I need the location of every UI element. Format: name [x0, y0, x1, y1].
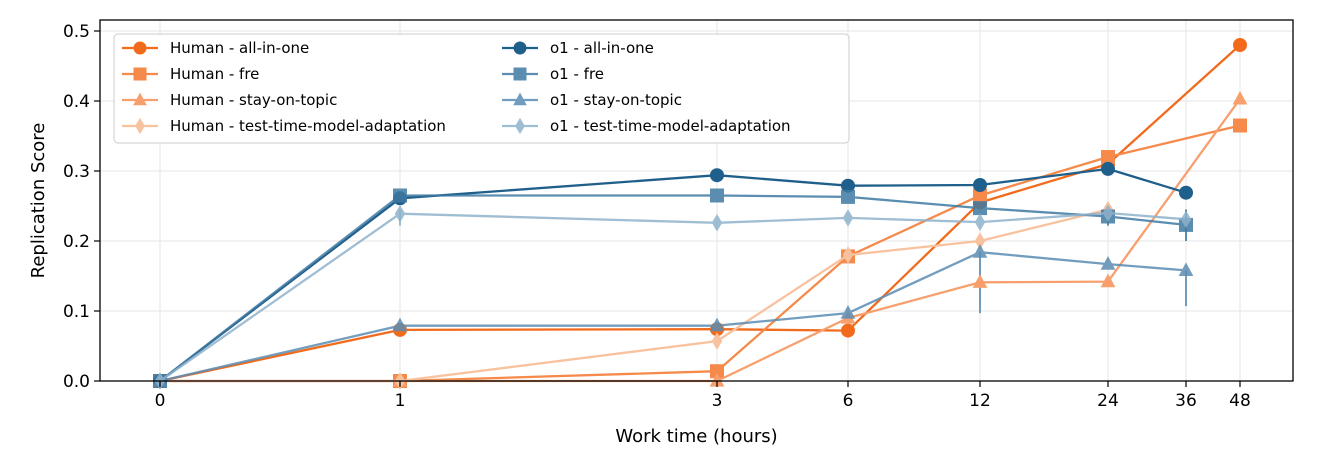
- x-tick-label: 0: [155, 391, 166, 411]
- legend-marker: [133, 67, 147, 81]
- data-point: [973, 178, 987, 192]
- legend-label: Human - stay-on-topic: [170, 91, 337, 109]
- data-point: [710, 188, 724, 203]
- series-6: [152, 244, 1194, 387]
- data-point: [1101, 161, 1115, 176]
- x-tick-label: 1: [395, 391, 406, 411]
- x-tick-label: 24: [1097, 391, 1119, 411]
- data-point: [1180, 210, 1192, 229]
- data-point: [1100, 273, 1116, 288]
- data-point: [1101, 150, 1115, 164]
- legend-marker: [513, 41, 527, 55]
- data-point: [711, 332, 723, 350]
- legend-marker: [513, 67, 527, 81]
- data-point: [710, 168, 724, 183]
- data-point: [842, 246, 854, 264]
- legend-label: o1 - fre: [550, 65, 604, 83]
- series-line: [159, 211, 1187, 382]
- plot-frame: [99, 19, 1294, 382]
- data-point: [709, 372, 725, 387]
- legend-label: o1 - stay-on-topic: [550, 91, 682, 109]
- ticks: 0 1 3 6 12 24 36 480.00.10.20.30.40.5: [63, 22, 1251, 411]
- data-point: [394, 204, 406, 223]
- x-tick-label: 12: [969, 391, 991, 411]
- legend-marker: [133, 92, 147, 106]
- legend-label: o1 - test-time-model-adaptation: [550, 117, 791, 135]
- series-3: [154, 200, 1114, 390]
- legend-entry: [502, 117, 538, 135]
- data-point: [973, 201, 987, 216]
- legend-label: Human - fre: [170, 65, 259, 83]
- data-point: [974, 232, 986, 250]
- y-tick-label: 0.3: [63, 162, 90, 182]
- legend: Human - all-in-one Human - fre Human - sta…: [113, 33, 850, 144]
- data-point: [709, 317, 725, 332]
- legend-entry: [502, 92, 538, 106]
- x-tick-label: 48: [1229, 391, 1251, 411]
- data-point: [974, 213, 986, 231]
- data-point: [842, 209, 854, 227]
- data-point: [1179, 185, 1193, 200]
- x-tick-label: 6: [843, 391, 854, 411]
- data-point: [1232, 90, 1248, 105]
- data-point: [1233, 38, 1247, 52]
- series-layer: [152, 38, 1248, 390]
- legend-entry: [122, 67, 158, 81]
- y-tick-label: 0.1: [63, 302, 90, 322]
- legend-entry: [122, 41, 158, 55]
- data-point: [392, 317, 408, 332]
- x-tick-label: 3: [712, 391, 723, 411]
- data-point: [972, 274, 988, 288]
- legend-marker: [135, 117, 145, 135]
- legend-label: o1 - all-in-one: [550, 39, 654, 57]
- legend-entry: [502, 67, 538, 81]
- x-axis-label: Work time (hours): [615, 426, 777, 447]
- y-tick-label: 0.5: [63, 22, 90, 42]
- x-tick-label: 36: [1175, 391, 1197, 411]
- series-line: [160, 208, 1109, 383]
- data-point: [840, 305, 856, 319]
- y-axis-label: Replication Score: [28, 123, 49, 279]
- data-point: [711, 214, 723, 232]
- legend-label: Human - test-time-model-adaptation: [170, 117, 446, 135]
- series-line: [159, 251, 1187, 383]
- legend-box: [113, 33, 850, 144]
- data-point: [1102, 204, 1114, 222]
- y-tick-label: 0.0: [63, 372, 90, 392]
- data-point: [710, 364, 724, 379]
- data-point: [1100, 256, 1116, 270]
- series-line: [159, 194, 1187, 382]
- data-point: [1178, 262, 1194, 276]
- data-point: [972, 244, 988, 258]
- legend-entry: [502, 41, 538, 55]
- legend-label: Human - all-in-one: [170, 39, 309, 57]
- legend-marker: [515, 117, 525, 135]
- legend-entry: [122, 117, 158, 135]
- legend-entry: [122, 92, 158, 106]
- data-point: [393, 188, 407, 203]
- data-point: [841, 178, 855, 193]
- data-point: [841, 189, 855, 204]
- legend-marker: [133, 41, 147, 55]
- y-tick-label: 0.2: [63, 232, 90, 252]
- data-point: [841, 323, 855, 338]
- series-7: [154, 204, 1192, 390]
- data-point: [973, 188, 987, 203]
- y-tick-label: 0.4: [63, 92, 90, 112]
- data-point: [1233, 118, 1247, 133]
- legend-marker: [513, 92, 527, 106]
